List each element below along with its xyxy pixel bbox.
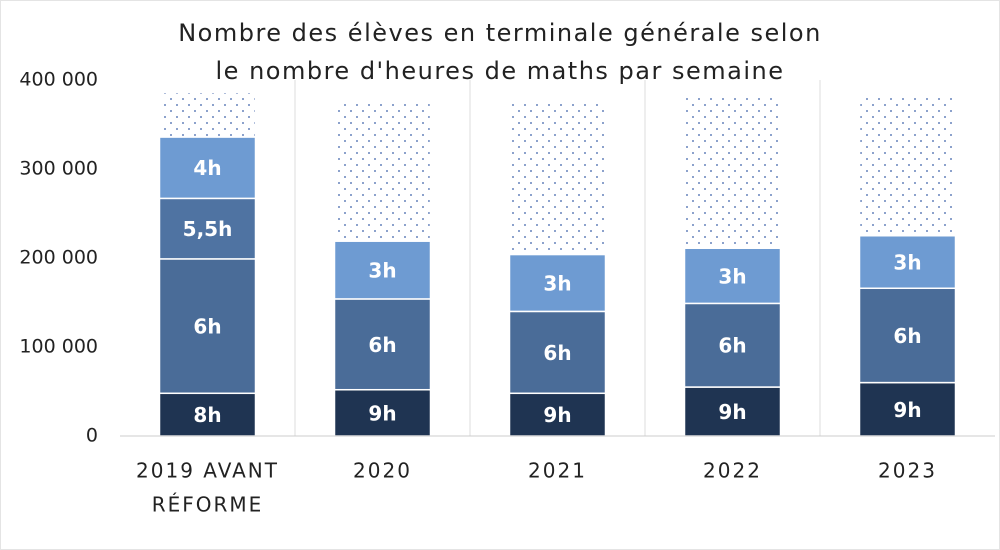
segment-label: 6h — [893, 324, 921, 348]
segment-label: 3h — [718, 264, 746, 288]
x-tick-label: 2019 AVANT — [136, 459, 279, 483]
bar-segment — [158, 136, 257, 200]
chart-title: le nombre d'heures de maths par semaine — [216, 57, 785, 85]
segment-label: 3h — [893, 251, 921, 275]
segment-label: 3h — [368, 259, 396, 283]
bar-segment — [333, 240, 432, 300]
bar-segment — [683, 247, 782, 305]
segment-label: 6h — [368, 333, 396, 357]
segment-label: 4h — [193, 156, 221, 180]
bar-segment — [333, 101, 432, 242]
segment-label: 9h — [893, 398, 921, 422]
bar-segment — [858, 94, 957, 237]
x-tick-label: RÉFORME — [152, 493, 264, 517]
segment-label: 8h — [193, 403, 221, 427]
y-tick-label: 400 000 — [19, 69, 98, 91]
segment-label: 6h — [718, 334, 746, 358]
bar-segment — [858, 235, 957, 290]
bar-segment — [508, 253, 607, 313]
bar-segment — [158, 392, 257, 437]
segment-label: 6h — [543, 341, 571, 365]
bar-segment — [508, 310, 607, 395]
x-tick-label: 2020 — [353, 459, 412, 483]
y-tick-label: 0 — [86, 425, 98, 447]
bar-segment — [858, 381, 957, 437]
bar-segment — [683, 95, 782, 249]
segment-label: 3h — [543, 271, 571, 295]
bar-segment — [333, 298, 432, 391]
x-tick-label: 2023 — [878, 459, 937, 483]
x-tick-label: 2021 — [528, 459, 587, 483]
segment-label: 9h — [543, 403, 571, 427]
segment-label: 9h — [368, 401, 396, 425]
x-tick-label: 2022 — [703, 459, 762, 483]
segment-label: 5,5h — [183, 217, 233, 241]
y-tick-label: 200 000 — [19, 247, 98, 269]
segment-label: 9h — [718, 400, 746, 424]
bar-segment — [333, 388, 432, 437]
bar-segment — [508, 101, 607, 256]
bar-segment — [858, 287, 957, 384]
chart-title: Nombre des élèves en terminale générale … — [178, 19, 822, 47]
bar-segment — [158, 258, 257, 395]
segment-label: 6h — [193, 315, 221, 339]
bar-segment — [683, 302, 782, 388]
y-tick-label: 100 000 — [19, 336, 98, 358]
y-tick-label: 300 000 — [19, 158, 98, 180]
bar-segment — [158, 91, 257, 138]
